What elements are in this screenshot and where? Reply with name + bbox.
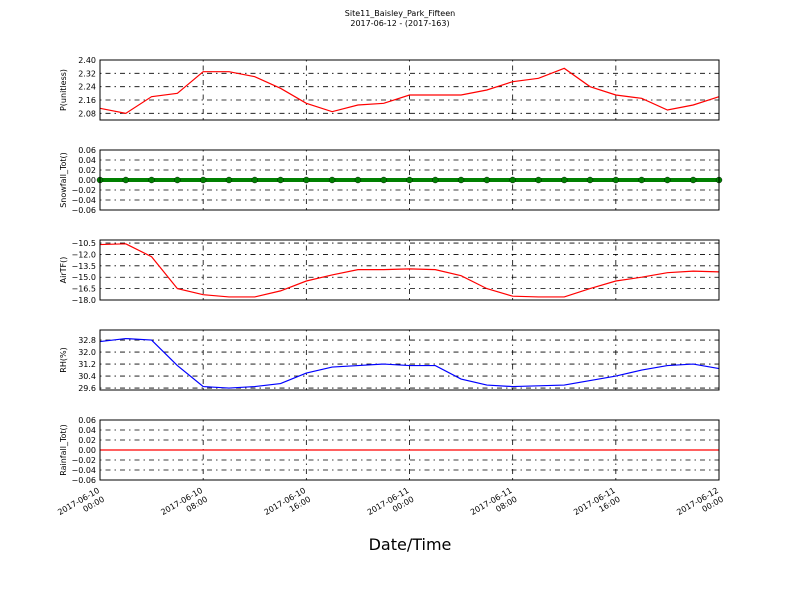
plot-frame <box>99 419 720 481</box>
data-point <box>174 176 181 184</box>
y-axis-label: Snowfall_Tot() <box>59 152 68 208</box>
data-point <box>406 176 413 184</box>
data-line <box>99 67 720 114</box>
y-tick-label: −0.06 <box>71 206 96 215</box>
y-tick-label: 0.06 <box>78 146 96 155</box>
data-point <box>638 176 645 184</box>
y-tick-label: −0.06 <box>71 476 96 485</box>
data-point <box>303 176 310 184</box>
y-tick-label: 0.02 <box>78 166 96 175</box>
y-tick-label: −0.04 <box>71 466 96 475</box>
data-point <box>199 176 207 184</box>
data-point <box>535 176 542 184</box>
data-point <box>122 176 129 184</box>
plot-frame <box>99 59 720 121</box>
data-point <box>483 176 491 184</box>
data-point <box>561 176 568 184</box>
data-point <box>664 176 671 184</box>
data-line <box>99 337 720 389</box>
y-tick-label: 2.40 <box>78 56 96 65</box>
data-point <box>432 176 439 184</box>
y-tick-label: 0.04 <box>78 426 96 435</box>
y-tick-label: 30.4 <box>78 372 96 381</box>
y-tick-label: 0.06 <box>78 416 96 425</box>
y-tick-label: −12.0 <box>71 250 96 259</box>
y-tick-label: 0.02 <box>78 436 96 445</box>
y-tick-label: −0.02 <box>71 456 96 465</box>
data-point <box>251 176 258 184</box>
y-tick-label: −10.5 <box>71 239 96 248</box>
y-tick-label: −15.0 <box>71 273 96 282</box>
y-tick-label: 0.00 <box>78 176 96 185</box>
y-tick-label: 2.16 <box>78 96 96 105</box>
y-tick-label: 31.2 <box>78 360 96 369</box>
chart-subtitle: 2017-06-12 - (2017-163) <box>350 19 449 28</box>
data-line <box>99 243 720 298</box>
y-tick-label: −18.0 <box>71 296 96 305</box>
y-axis-label: RH(%) <box>59 347 68 372</box>
y-tick-label: −0.02 <box>71 186 96 195</box>
data-point <box>690 176 697 184</box>
plot-frame <box>99 329 720 391</box>
data-point <box>277 176 284 184</box>
plot-frame <box>99 239 720 301</box>
y-tick-label: −13.5 <box>71 262 96 271</box>
data-point <box>612 176 620 184</box>
y-tick-label: 2.08 <box>78 109 96 118</box>
y-tick-label: 2.24 <box>78 83 96 92</box>
data-point <box>354 176 362 184</box>
y-tick-label: 32.0 <box>78 348 96 357</box>
y-tick-label: 29.6 <box>78 384 96 393</box>
y-axis-label: AirTF() <box>59 257 68 284</box>
data-point <box>509 176 516 184</box>
data-point <box>148 176 155 184</box>
data-point <box>457 176 465 184</box>
chart-title: Site11_Baisley_Park_Fifteen <box>345 9 455 18</box>
y-tick-label: −16.5 <box>71 285 96 294</box>
y-tick-label: 0.04 <box>78 156 96 165</box>
data-point <box>328 176 336 184</box>
y-axis-label: Rainfall_Tot() <box>59 424 68 476</box>
y-tick-label: −0.04 <box>71 196 96 205</box>
data-point <box>380 176 387 184</box>
plot-frame <box>99 149 720 211</box>
y-tick-label: 0.00 <box>78 446 96 455</box>
y-axis-label: P(unitless) <box>59 69 68 111</box>
y-tick-label: 2.32 <box>78 69 96 78</box>
y-tick-label: 32.8 <box>78 336 96 345</box>
data-point <box>225 176 233 184</box>
x-axis-label: Date/Time <box>369 535 452 554</box>
data-point <box>586 176 594 184</box>
